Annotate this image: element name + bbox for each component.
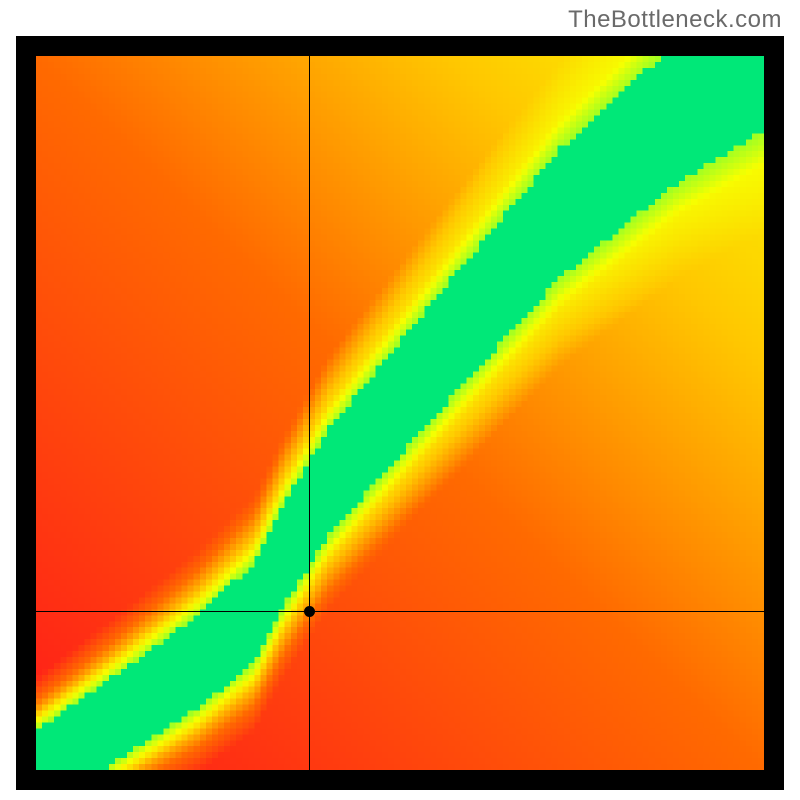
bottleneck-heatmap <box>36 56 764 770</box>
watermark-text: TheBottleneck.com <box>568 6 782 34</box>
crosshair-horizontal <box>36 611 764 612</box>
chart-container: TheBottleneck.com <box>0 0 800 800</box>
crosshair-vertical <box>309 56 310 770</box>
selection-marker[interactable] <box>304 606 315 617</box>
